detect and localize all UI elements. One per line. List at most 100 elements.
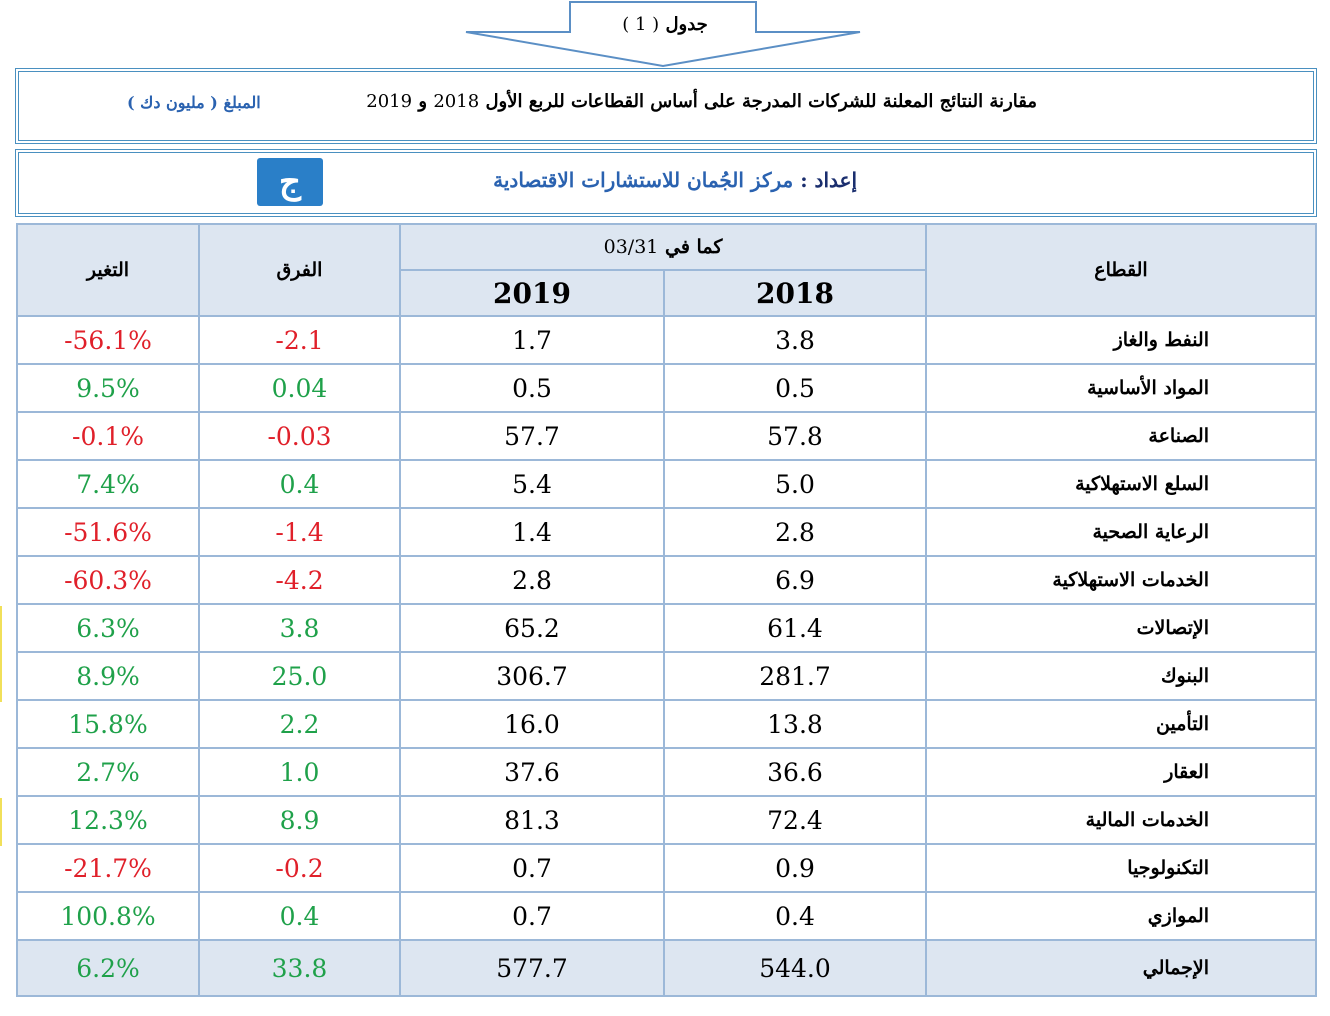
header-diff: الفرق (198, 223, 401, 317)
value-2018-cell: 281.7 (663, 651, 927, 701)
value-2019-cell: 1.7 (399, 315, 665, 365)
value-2018-cell: 36.6 (663, 747, 927, 797)
sector-cell: المواد الأساسية (925, 363, 1317, 413)
change-cell: -51.6% (16, 507, 200, 557)
table-row: 8.9% 25.0 306.7 281.7 البنوك (16, 651, 1317, 701)
change-cell: 2.7% (16, 747, 200, 797)
value-2019-cell: 37.6 (399, 747, 665, 797)
table-row: -21.7% -0.2 0.7 0.9 التكنولوجيا (16, 843, 1317, 893)
as-of-date: 03/31 (603, 236, 659, 258)
diff-cell: -1.4 (198, 507, 401, 557)
table-row: -56.1% -2.1 1.7 3.8 النفط والغاز (16, 315, 1317, 365)
change-cell: 12.3% (16, 795, 200, 845)
prepared-by-box: إعداد : مركز الجُمان للاستشارات الاقتصاد… (15, 149, 1317, 217)
diff-cell: 33.8 (198, 939, 401, 997)
value-2018-cell: 5.0 (663, 459, 927, 509)
sector-cell: الرعاية الصحية (925, 507, 1317, 557)
diff-cell: 8.9 (198, 795, 401, 845)
prepared-by-label: إعداد : (800, 168, 857, 192)
table-row: -0.1% -0.03 57.7 57.8 الصناعة (16, 411, 1317, 461)
table-row: 12.3% 8.9 81.3 72.4 الخدمات المالية (16, 795, 1317, 845)
value-2018-cell: 13.8 (663, 699, 927, 749)
aljoman-logo-icon: ج (257, 158, 323, 206)
edge-mark (0, 798, 2, 846)
change-cell: 6.2% (16, 939, 200, 997)
table-row: 2.7% 1.0 37.6 36.6 العقار (16, 747, 1317, 797)
as-of-label: كما في (665, 236, 723, 258)
sector-results-table: التغير الفرق كما في 03/31 القطاع 2019 20… (16, 223, 1317, 997)
prepared-by-name: مركز الجُمان للاستشارات الاقتصادية (493, 168, 794, 192)
change-cell: -60.3% (16, 555, 200, 605)
diff-cell: 0.04 (198, 363, 401, 413)
diff-cell: -4.2 (198, 555, 401, 605)
value-2018-cell: 0.9 (663, 843, 927, 893)
value-2018-cell: 544.0 (663, 939, 927, 997)
amount-unit: المبلغ ( مليون دك ) (127, 93, 261, 112)
sector-cell: السلع الاستهلاكية (925, 459, 1317, 509)
logo-glyph: ج (279, 162, 301, 202)
value-2019-cell: 0.7 (399, 891, 665, 941)
value-2019-cell: 16.0 (399, 699, 665, 749)
value-2019-cell: 0.5 (399, 363, 665, 413)
sector-cell: الخدمات المالية (925, 795, 1317, 845)
value-2019-cell: 5.4 (399, 459, 665, 509)
sector-cell: البنوك (925, 651, 1317, 701)
sector-cell: الموازي (925, 891, 1317, 941)
change-cell: -56.1% (16, 315, 200, 365)
diff-cell: 1.0 (198, 747, 401, 797)
caption-word: جدول (665, 14, 708, 35)
prepared-by: إعداد : مركز الجُمان للاستشارات الاقتصاد… (493, 168, 857, 192)
table-row: 15.8% 2.2 16.0 13.8 التأمين (16, 699, 1317, 749)
value-2018-cell: 3.8 (663, 315, 927, 365)
change-cell: 6.3% (16, 603, 200, 653)
table-row: 100.8% 0.4 0.7 0.4 الموازي (16, 891, 1317, 941)
value-2019-cell: 81.3 (399, 795, 665, 845)
diff-cell: -0.03 (198, 411, 401, 461)
title-year-2: 2019 (366, 91, 413, 112)
change-cell: 9.5% (16, 363, 200, 413)
header-2019: 2019 (399, 269, 665, 317)
change-cell: -21.7% (16, 843, 200, 893)
value-2019-cell: 577.7 (399, 939, 665, 997)
table-row: -51.6% -1.4 1.4 2.8 الرعاية الصحية (16, 507, 1317, 557)
change-cell: 7.4% (16, 459, 200, 509)
diff-cell: -0.2 (198, 843, 401, 893)
table-row: -60.3% -4.2 2.8 6.9 الخدمات الاستهلاكية (16, 555, 1317, 605)
value-2019-cell: 306.7 (399, 651, 665, 701)
value-2018-cell: 0.5 (663, 363, 927, 413)
sector-cell: النفط والغاز (925, 315, 1317, 365)
table-row: 9.5% 0.04 0.5 0.5 المواد الأساسية (16, 363, 1317, 413)
caption-number: ( 1 ) (622, 14, 660, 35)
value-2018-cell: 2.8 (663, 507, 927, 557)
change-cell: 8.9% (16, 651, 200, 701)
diff-cell: 2.2 (198, 699, 401, 749)
value-2018-cell: 72.4 (663, 795, 927, 845)
table-body: -56.1% -2.1 1.7 3.8 النفط والغاز 9.5% 0.04 0.5 0… (16, 315, 1317, 997)
table-row: 6.3% 3.8 65.2 61.4 الإتصالات (16, 603, 1317, 653)
value-2019-cell: 2.8 (399, 555, 665, 605)
diff-cell: 3.8 (198, 603, 401, 653)
table-total-row: 6.2% 33.8 577.7 544.0 الإجمالي (16, 939, 1317, 997)
value-2019-cell: 57.7 (399, 411, 665, 461)
caption-arrow (465, 1, 861, 68)
title-text: مقارنة النتائج المعلنة للشركات المدرجة ع… (485, 91, 1037, 112)
change-cell: 100.8% (16, 891, 200, 941)
diff-cell: 25.0 (198, 651, 401, 701)
header-as-of: كما في 03/31 (399, 223, 927, 271)
header-change: التغير (16, 223, 200, 317)
table-caption: جدول ( 1 ) (560, 14, 770, 35)
value-2018-cell: 57.8 (663, 411, 927, 461)
title-year-1: 2018 (433, 91, 480, 112)
header-2018: 2018 (663, 269, 927, 317)
header-sector: القطاع (925, 223, 1317, 317)
change-cell: -0.1% (16, 411, 200, 461)
value-2019-cell: 65.2 (399, 603, 665, 653)
sector-cell: الإتصالات (925, 603, 1317, 653)
value-2019-cell: 0.7 (399, 843, 665, 893)
sector-cell: الإجمالي (925, 939, 1317, 997)
value-2019-cell: 1.4 (399, 507, 665, 557)
report-title: مقارنة النتائج المعلنة للشركات المدرجة ع… (366, 91, 1037, 112)
value-2018-cell: 6.9 (663, 555, 927, 605)
value-2018-cell: 0.4 (663, 891, 927, 941)
table-row: 7.4% 0.4 5.4 5.0 السلع الاستهلاكية (16, 459, 1317, 509)
